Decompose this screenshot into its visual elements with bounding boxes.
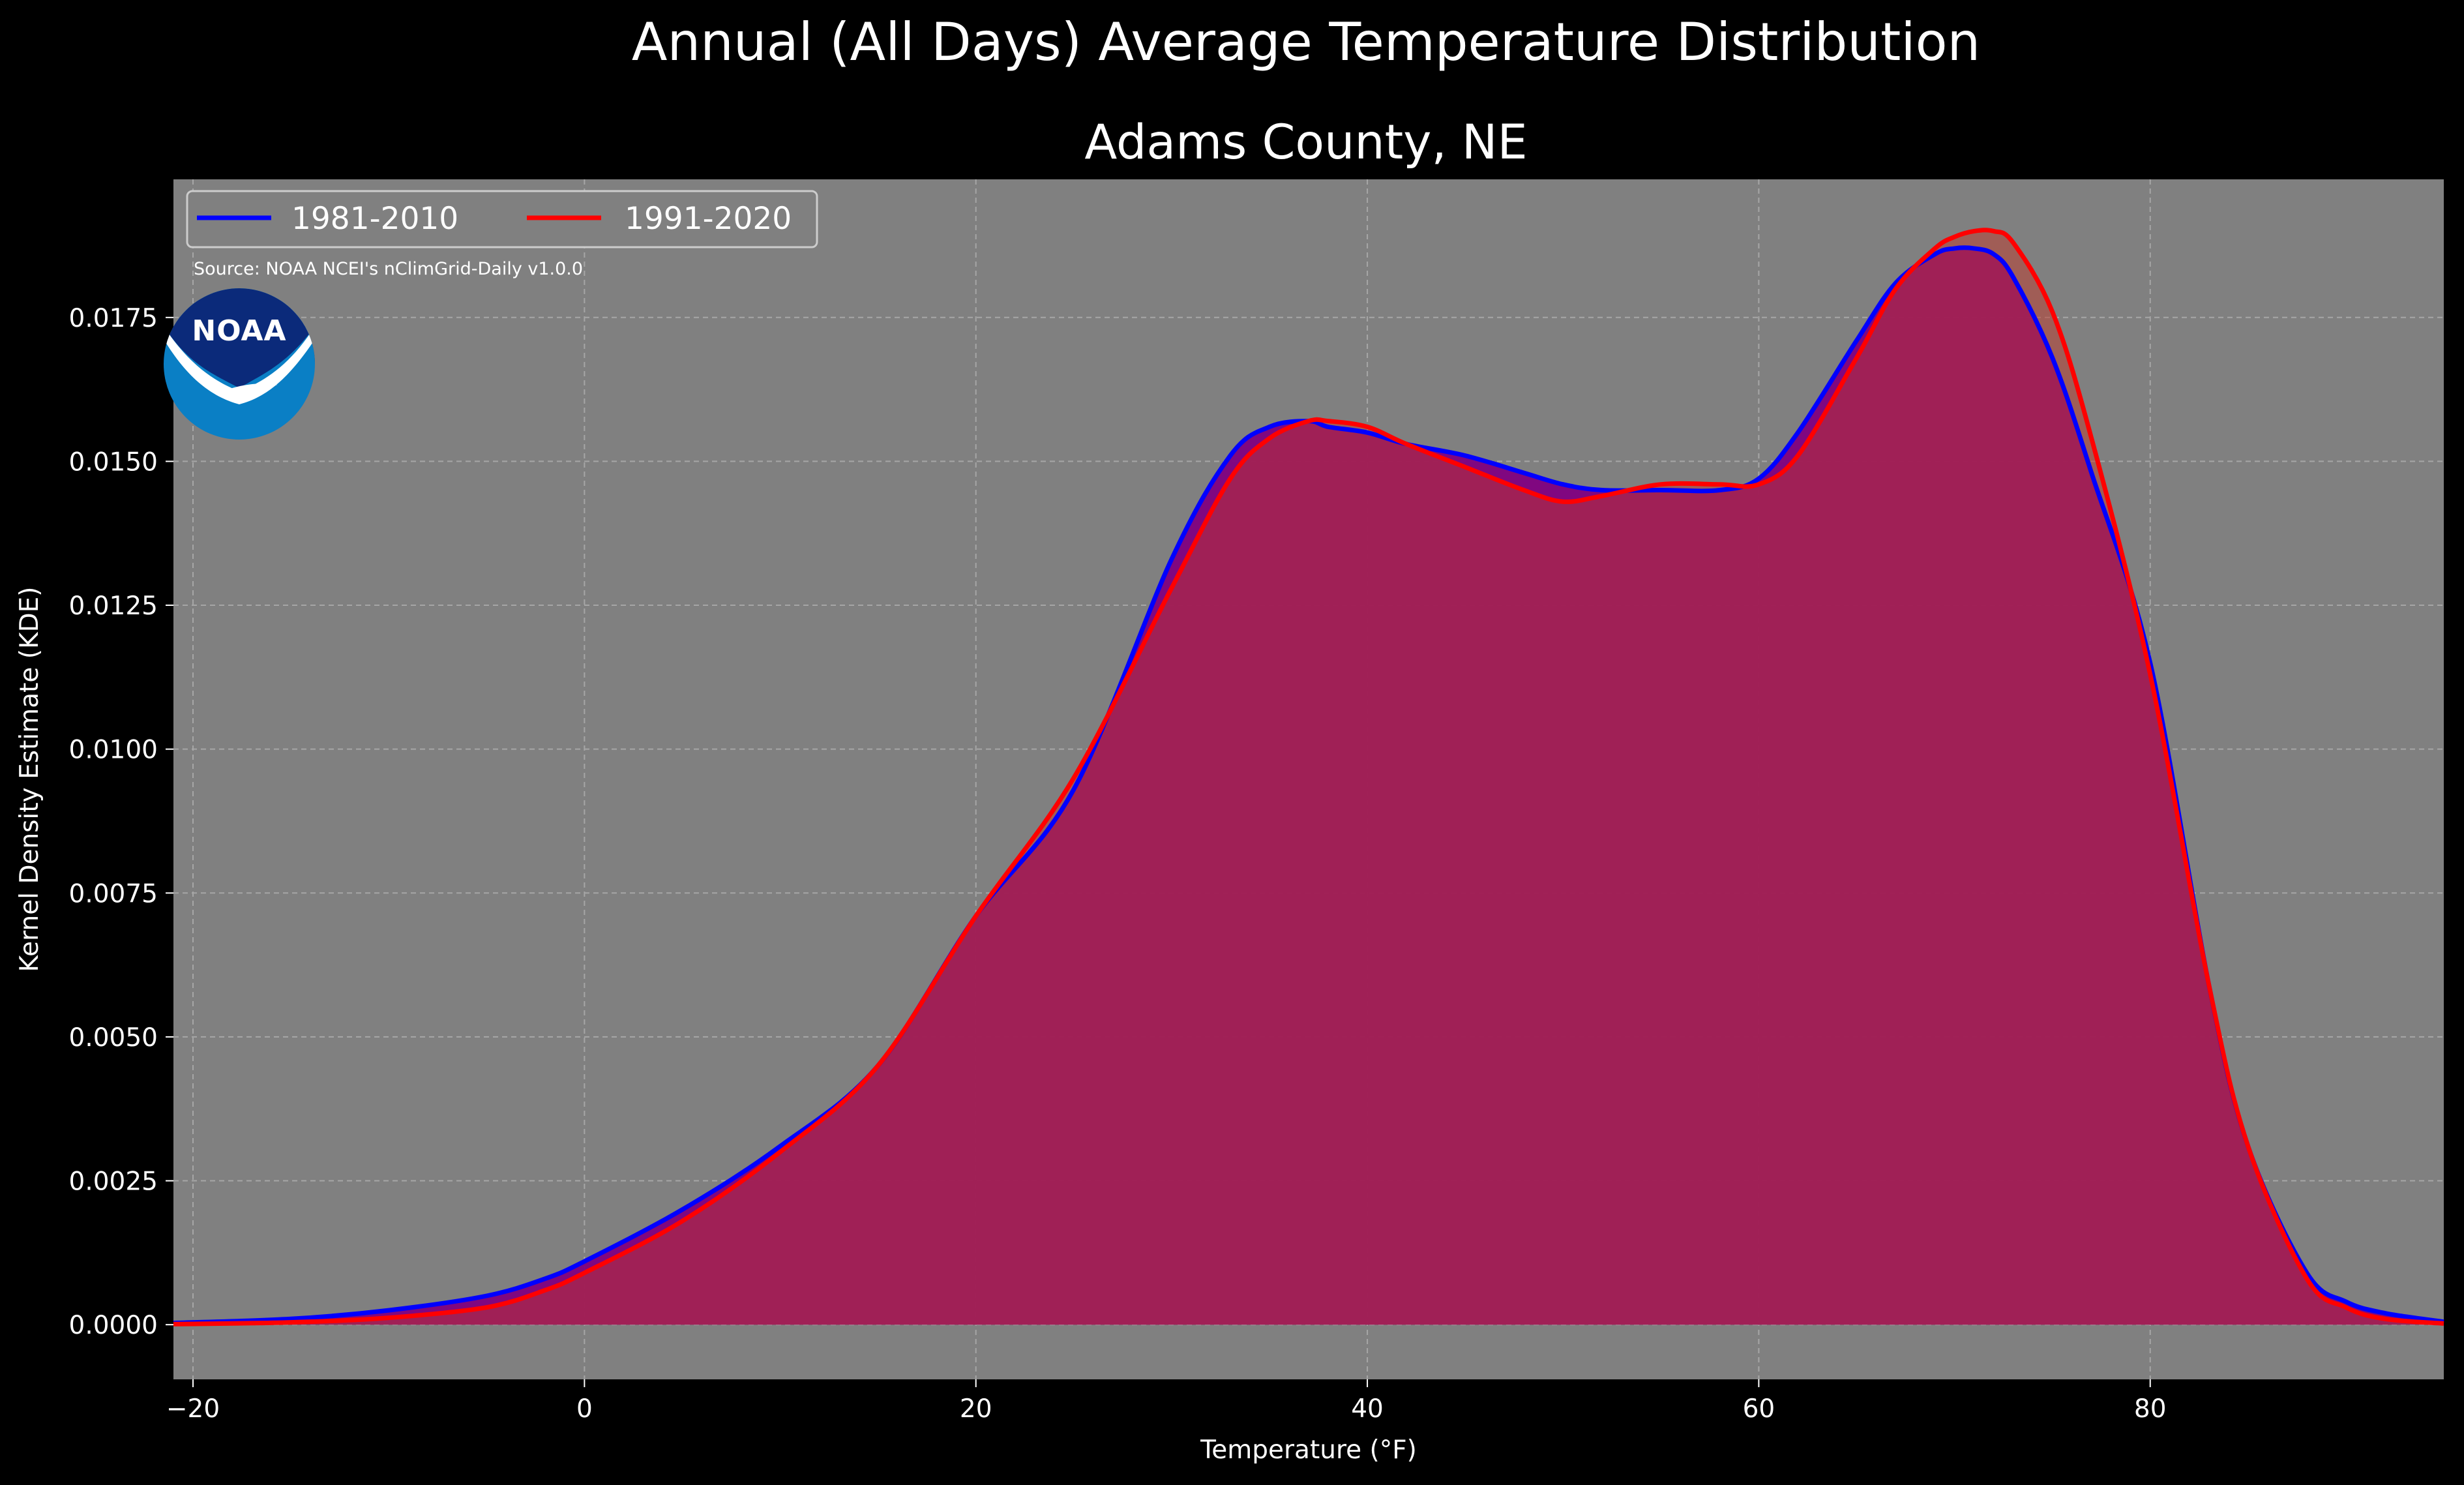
series-line-1991-2020 (173, 228, 2444, 1327)
y-axis-label: Kernel Density Estimate (KDE) (15, 587, 44, 972)
y-tick-label: 0.0100 (69, 736, 158, 765)
plot-area (173, 179, 2444, 1379)
noaa-logo-text: NOAA (192, 314, 286, 348)
y-tick-label: 0.0175 (69, 304, 158, 333)
y-tick-label: 0.0050 (69, 1023, 158, 1053)
series-fill-1991-2020 (173, 230, 2444, 1325)
legend-label-1981-2010: 1981-2010 (291, 201, 458, 237)
legend: 1981-2010 1991-2020 (186, 190, 818, 248)
x-tick-label: 20 (960, 1394, 992, 1424)
noaa-logo: NOAA (164, 288, 315, 440)
x-tick-label: 40 (1351, 1394, 1384, 1424)
x-tick-label: 80 (2134, 1394, 2167, 1424)
y-tick-label: 0.0075 (69, 879, 158, 908)
x-tick-label: 60 (1743, 1394, 1775, 1424)
y-tick-label: 0.0025 (69, 1167, 158, 1197)
y-tick-label: 0.0125 (69, 592, 158, 621)
y-axis: 0.0000 0.0025 0.0050 0.0075 0.0100 0.0125 0.01… (69, 304, 173, 1340)
y-tick-label: 0.0000 (69, 1311, 158, 1340)
series-lines (173, 228, 2444, 1327)
legend-label-1991-2020: 1991-2020 (625, 201, 792, 237)
series-fills (173, 230, 2444, 1325)
series-line-1981-2010 (173, 245, 2444, 1325)
x-axis: −20 0 20 40 60 80 (166, 1379, 2167, 1424)
x-tick-label: 0 (576, 1394, 593, 1424)
x-axis-label: Temperature (°F) (1200, 1435, 1417, 1465)
x-tick-label: −20 (166, 1394, 220, 1424)
chart-subtitle: Adams County, NE (1084, 115, 1527, 170)
source-annotation: Source: NOAA NCEI's nClimGrid-Daily v1.0… (194, 259, 583, 279)
y-tick-label: 0.0150 (69, 447, 158, 477)
chart-title: Annual (All Days) Average Temperature Di… (632, 12, 1980, 72)
